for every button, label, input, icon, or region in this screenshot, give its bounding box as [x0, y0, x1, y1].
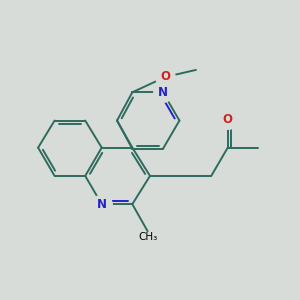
Text: N: N — [158, 86, 168, 99]
Text: O: O — [223, 113, 233, 126]
Text: O: O — [160, 70, 170, 83]
Text: CH₃: CH₃ — [138, 232, 157, 242]
Text: N: N — [97, 198, 107, 211]
